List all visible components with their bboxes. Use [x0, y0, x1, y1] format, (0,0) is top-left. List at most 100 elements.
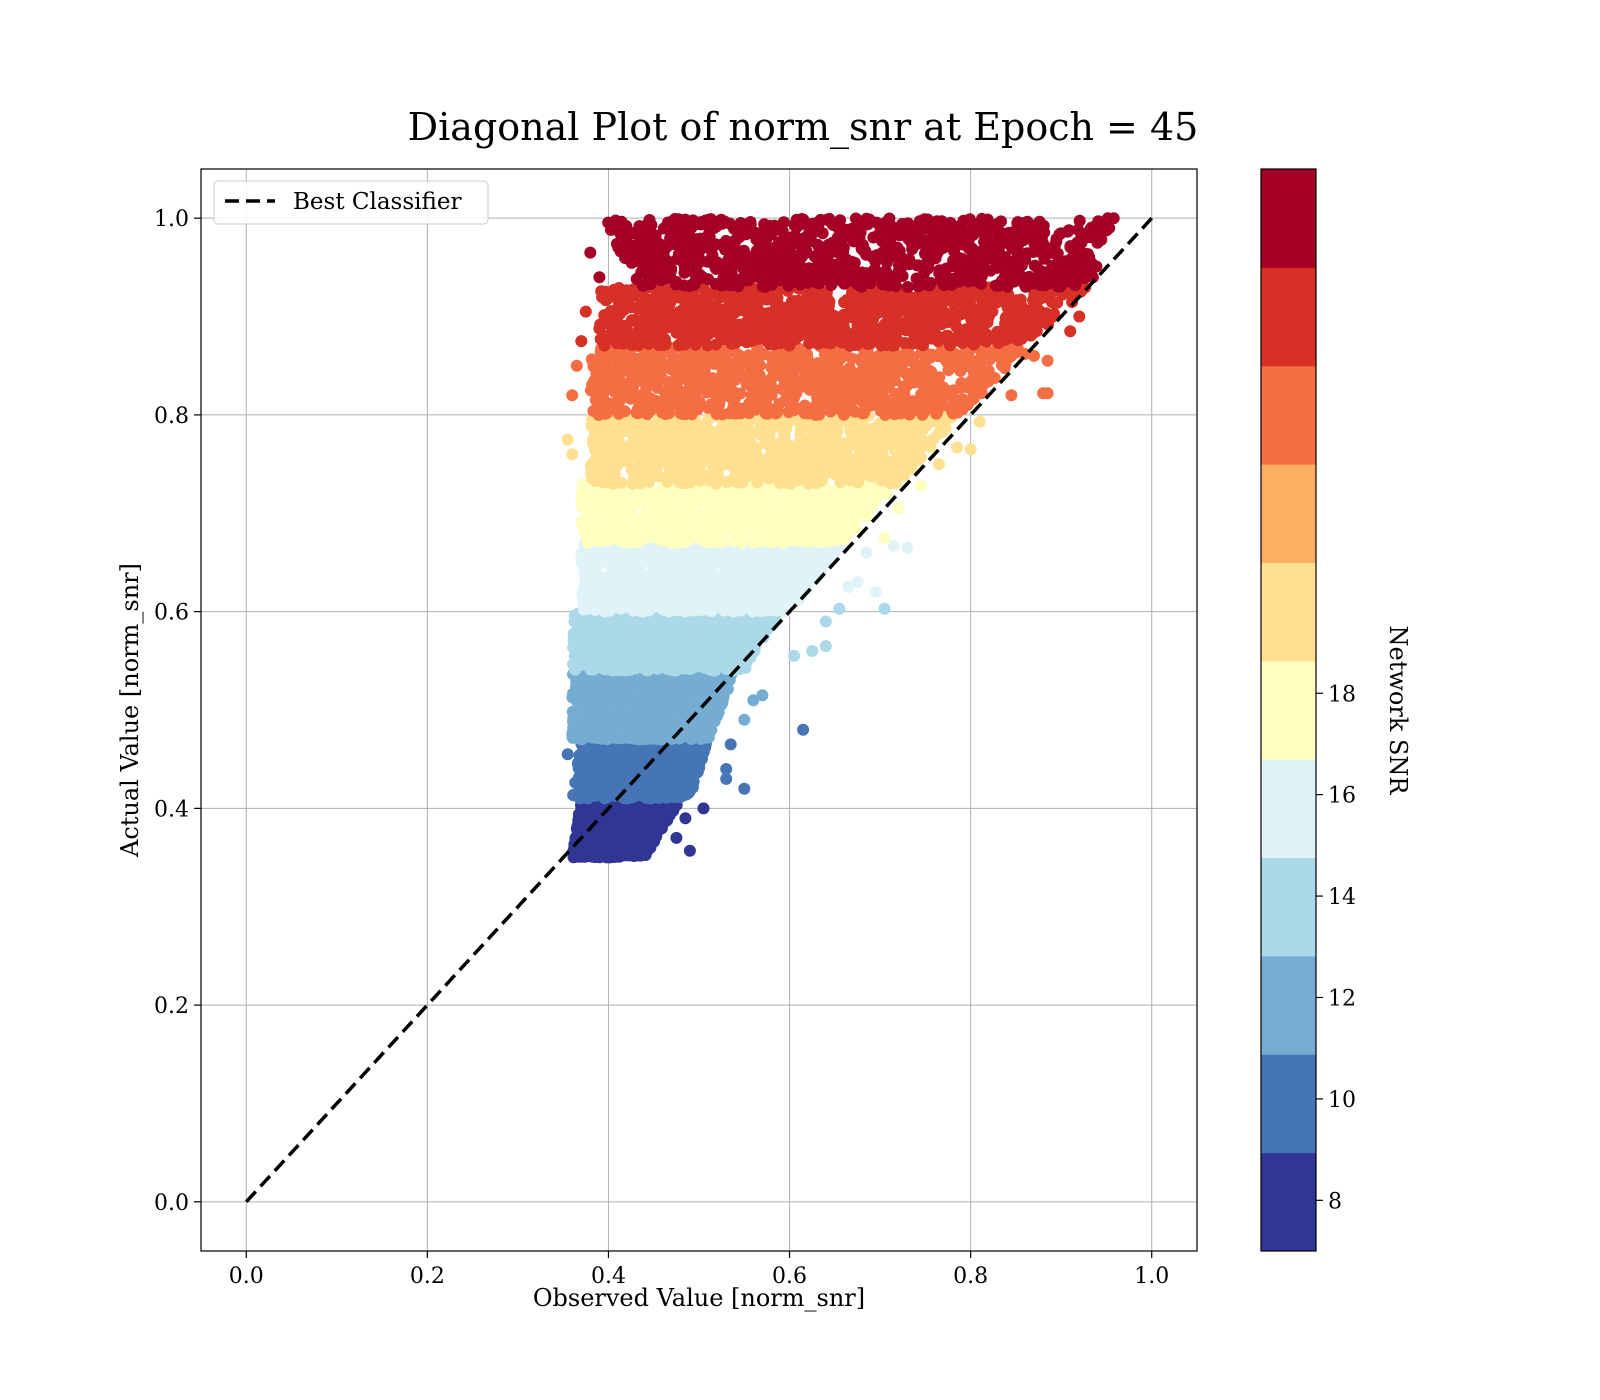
scatter-point	[755, 619, 768, 632]
scatter-point	[753, 575, 766, 588]
scatter-point	[708, 551, 721, 563]
scatter-point	[631, 685, 643, 698]
scatter-point	[694, 631, 707, 644]
scatter-point	[585, 698, 598, 711]
scatter-point	[670, 654, 683, 667]
scatter-point	[635, 751, 647, 764]
scatter-point	[575, 808, 588, 821]
scatter-point	[639, 554, 652, 567]
scatter-point	[698, 661, 711, 674]
scatter-point	[764, 582, 777, 595]
scatter-point	[579, 578, 592, 591]
scatter-point	[774, 557, 786, 570]
scatter-point	[688, 761, 701, 774]
scatter-point	[695, 572, 708, 585]
scatter-point	[696, 599, 709, 612]
scatter-point	[704, 590, 716, 603]
scatter-point	[684, 663, 697, 675]
scatter-point	[584, 591, 597, 604]
scatter-point	[636, 600, 649, 613]
scatter-point	[599, 730, 612, 743]
scatter-points	[561, 212, 1120, 864]
scatter-point	[760, 604, 773, 617]
scatter-point	[569, 663, 582, 676]
scatter-point	[660, 576, 673, 589]
scatter-point	[572, 789, 585, 802]
scatter-point	[681, 777, 694, 790]
scatter-point	[587, 787, 600, 800]
scatter-point	[650, 789, 662, 802]
scatter-point	[628, 562, 640, 575]
scatter-point	[654, 712, 667, 724]
scatter-point	[677, 630, 690, 643]
scatter-point	[593, 656, 606, 669]
scatter-point	[653, 763, 666, 776]
scatter-point	[791, 578, 804, 591]
scatter-point	[595, 747, 607, 760]
scatter-point	[639, 848, 652, 861]
scatter-point	[687, 580, 700, 593]
scatter-point	[619, 818, 632, 831]
scatter-point	[635, 789, 648, 802]
scatter-point	[630, 709, 643, 722]
scatter-point	[591, 839, 604, 852]
scatter-point	[636, 622, 649, 635]
chart-title: Diagonal Plot of norm_snr at Epoch = 45	[408, 105, 1199, 150]
scatter-point	[566, 728, 579, 741]
scatter-point	[713, 696, 726, 709]
scatter-point	[608, 816, 621, 829]
scatter-point	[631, 833, 644, 846]
scatter-point	[737, 614, 749, 627]
scatter-point	[581, 566, 594, 579]
scatter-point	[629, 762, 641, 774]
scatter-point	[636, 578, 649, 590]
scatter-point	[632, 696, 644, 709]
scatter-point	[712, 635, 725, 648]
scatter-point	[595, 823, 608, 836]
scatter-point	[677, 601, 690, 613]
scatter-point	[647, 829, 660, 842]
scatter-point	[603, 559, 616, 572]
scatter-point	[651, 732, 664, 745]
scatter-point	[608, 657, 621, 670]
scatter-point	[592, 579, 605, 592]
scatter-point	[585, 679, 598, 692]
scatter-point	[578, 549, 591, 562]
scatter-point	[644, 691, 657, 704]
scatter-point	[733, 585, 746, 598]
scatter-point	[784, 559, 797, 572]
scatter-point	[743, 551, 756, 564]
scatter-point	[594, 769, 607, 781]
scatter-point	[577, 761, 590, 774]
scatter-point	[671, 755, 683, 768]
scatter-point	[723, 637, 736, 650]
scatter-point	[779, 580, 791, 593]
scatter-point	[608, 714, 621, 727]
scatter-point	[587, 850, 600, 863]
scatter-point	[712, 656, 725, 668]
scatter-point	[603, 788, 616, 801]
scatter-point	[611, 726, 623, 738]
scatter-point	[653, 682, 666, 695]
scatter-point	[567, 845, 580, 858]
scatter-point	[669, 709, 682, 722]
scatter-point	[646, 568, 659, 581]
scatter-point	[614, 602, 627, 615]
scatter-point	[581, 630, 594, 643]
scatter-point	[614, 580, 627, 593]
scatter-point	[572, 691, 584, 704]
scatter-point	[679, 646, 692, 659]
scatter-point	[655, 643, 668, 656]
scatter-point	[645, 650, 658, 663]
scatter-point	[808, 558, 821, 571]
scatter-point	[746, 591, 759, 604]
scatter-point	[730, 600, 742, 613]
scatter-point	[578, 643, 591, 656]
scatter-point	[740, 563, 752, 576]
scatter-point	[702, 680, 715, 693]
scatter-point	[668, 687, 681, 700]
scatter-point	[583, 744, 596, 756]
scatter-point	[609, 692, 622, 705]
scatter-point	[599, 624, 612, 637]
